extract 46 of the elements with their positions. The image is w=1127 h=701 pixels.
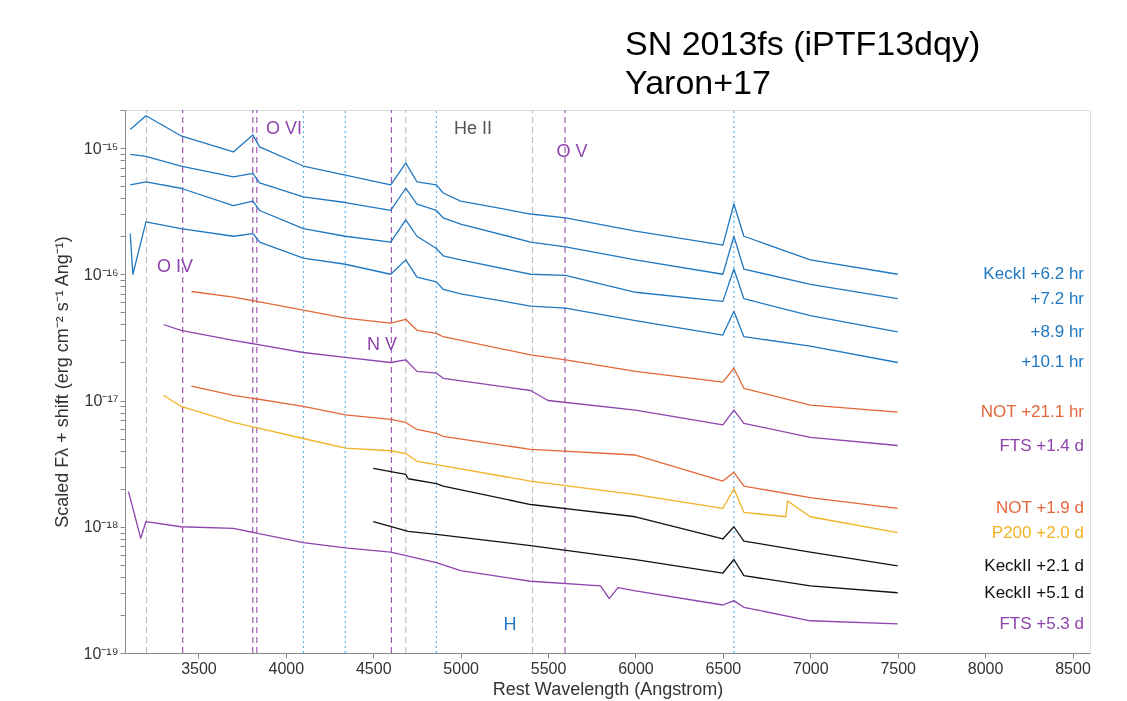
x-tick-label: 6000 xyxy=(618,659,654,677)
text: +8.9 hr xyxy=(1030,321,1085,341)
x-tick-label: 8500 xyxy=(1055,659,1091,677)
line-series xyxy=(190,290,899,413)
y-tick-label: 10⁻¹⁸ xyxy=(83,518,119,536)
line-series xyxy=(162,323,899,447)
x-axis-title: Rest Wavelength (Angstrom) xyxy=(492,678,724,699)
annotation: H xyxy=(503,614,517,634)
text: FTS +1.4 d xyxy=(999,435,1084,455)
text: NOT +1.9 d xyxy=(995,498,1084,518)
annotation: O VI xyxy=(265,118,303,138)
line-series xyxy=(190,385,899,509)
chart-subtitle: Yaron+17 xyxy=(625,63,771,101)
x-tick-label: 8000 xyxy=(967,659,1004,677)
line-series xyxy=(129,181,899,333)
x-tick-label: 7500 xyxy=(880,659,917,677)
line-series xyxy=(129,221,899,364)
x-tick-label: 5500 xyxy=(530,659,567,677)
line-series xyxy=(372,520,899,594)
y-tick-label: 10⁻¹⁶ xyxy=(83,265,119,283)
text: KeckI +6.2 hr xyxy=(983,264,1085,284)
text: KeckII +5.1 d xyxy=(984,582,1084,602)
text: FTS +5.3 d xyxy=(999,613,1084,633)
x-tick-label: 5000 xyxy=(443,659,480,677)
text: KeckII +2.1 d xyxy=(984,555,1084,575)
text: +10.1 hr xyxy=(1021,352,1085,372)
text: P200 +2.0 d xyxy=(991,522,1084,542)
x-tick-label: 3500 xyxy=(181,659,217,677)
y-tick-label: 10⁻¹⁵ xyxy=(83,139,119,157)
annotation: O IV xyxy=(156,256,194,276)
x-tick-label: 4000 xyxy=(268,659,305,677)
y-tick-label: 10⁻¹⁷ xyxy=(84,392,119,409)
x-tick-label: 6500 xyxy=(705,659,742,677)
y-tick-label: 10⁻¹⁹ xyxy=(83,644,119,662)
annotation: O V xyxy=(556,141,588,161)
text: +7.2 hr xyxy=(1030,288,1085,308)
y-axis-title: Scaled Fλ + shift (erg cm⁻² s⁻¹ Ang⁻¹) xyxy=(51,236,72,528)
line-series xyxy=(372,467,899,567)
annotation: He II xyxy=(453,118,493,138)
x-tick-label: 4500 xyxy=(355,659,392,677)
text: NOT +21.1 hr xyxy=(980,402,1085,422)
x-tick-label: 7000 xyxy=(792,659,829,677)
chart-title: SN 2013fs (iPTF13dqy) xyxy=(625,24,981,62)
line-series xyxy=(129,115,899,275)
line-series xyxy=(162,394,899,534)
annotation: N V xyxy=(366,334,398,354)
